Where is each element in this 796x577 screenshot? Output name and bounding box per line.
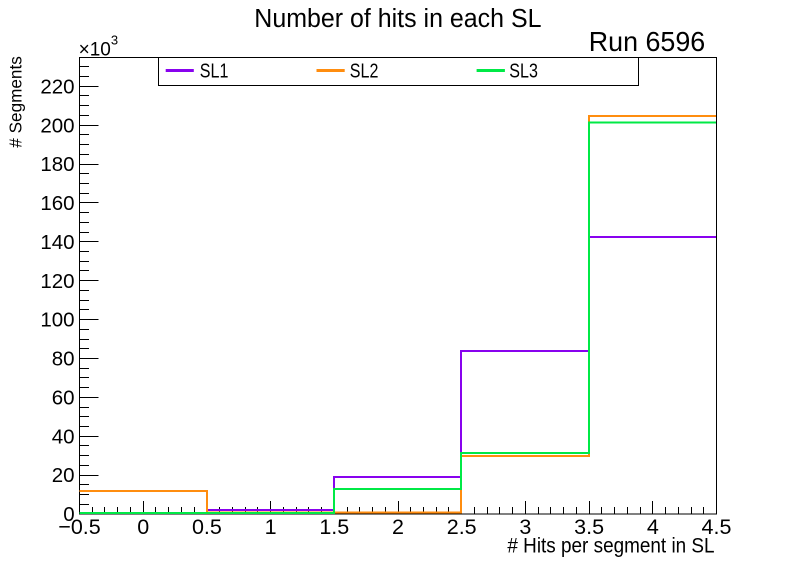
svg-text:160: 160: [40, 192, 74, 215]
svg-text:# Segments: # Segments: [5, 56, 25, 148]
svg-text:SL3: SL3: [509, 61, 538, 83]
svg-text:3: 3: [519, 515, 531, 539]
svg-text:220: 220: [40, 75, 74, 98]
svg-text:Run 6596: Run 6596: [589, 26, 705, 57]
svg-text:0: 0: [63, 503, 74, 526]
svg-text:80: 80: [52, 348, 75, 371]
svg-text:−0.5: −0.5: [58, 515, 100, 539]
svg-text:4.5: 4.5: [702, 515, 732, 539]
svg-text:SL1: SL1: [200, 61, 229, 83]
svg-text:# Hits per segment in SL: # Hits per segment in SL: [507, 534, 714, 557]
svg-text:3.5: 3.5: [574, 515, 604, 539]
svg-text:60: 60: [52, 386, 75, 409]
svg-text:180: 180: [40, 153, 74, 176]
svg-text:0.5: 0.5: [192, 515, 222, 539]
svg-text:Number of hits in each SL: Number of hits in each SL: [254, 3, 541, 33]
svg-text:140: 140: [40, 231, 74, 254]
svg-text:4: 4: [647, 515, 659, 539]
svg-text:1: 1: [265, 515, 277, 539]
svg-text:2.5: 2.5: [447, 515, 477, 539]
svg-text:1.5: 1.5: [319, 515, 349, 539]
svg-text:200: 200: [40, 114, 74, 137]
svg-text:2: 2: [392, 515, 404, 539]
svg-text:SL2: SL2: [350, 61, 379, 83]
svg-text:120: 120: [40, 270, 74, 293]
svg-text:100: 100: [40, 309, 74, 332]
svg-text:20: 20: [52, 464, 75, 487]
svg-text:0: 0: [137, 515, 149, 539]
svg-text:40: 40: [52, 425, 75, 448]
